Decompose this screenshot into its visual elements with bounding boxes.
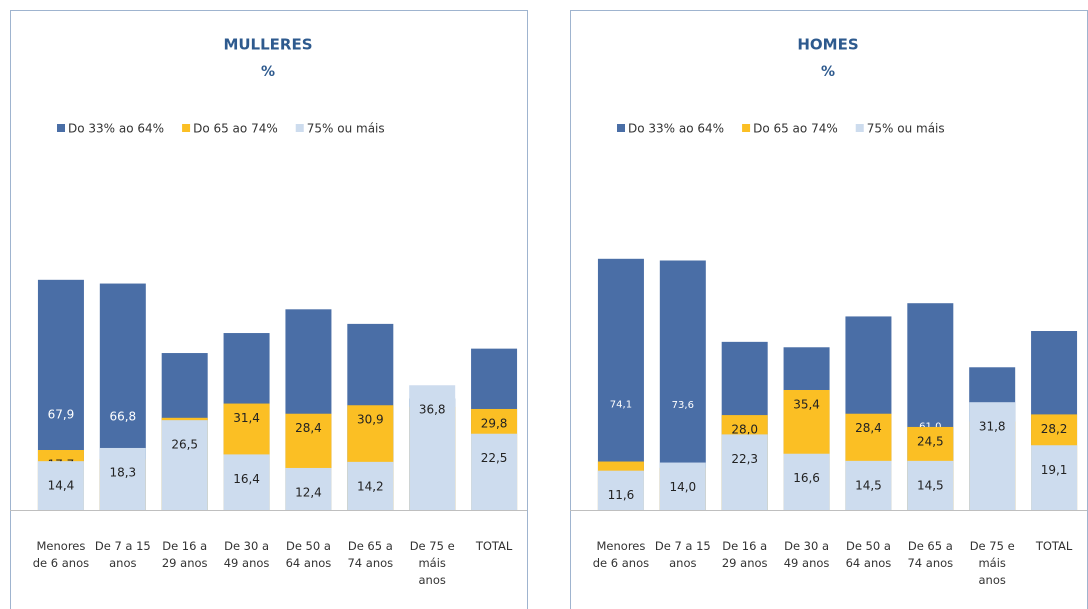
x-tick-label: De 7 a 15 anos	[94, 539, 151, 570]
chart-subtitle: %	[821, 64, 835, 80]
data-label: 14,2	[357, 479, 384, 493]
data-label: 28,2	[1041, 422, 1068, 436]
data-label: 18,3	[109, 465, 136, 479]
data-label: 73,6	[672, 400, 694, 411]
chart-title: MULLERES	[223, 36, 312, 54]
x-tick-label: De 75 e máis anos	[969, 539, 1015, 587]
legend-swatch	[855, 124, 864, 132]
x-tick-label: De 50 a 64 anos	[285, 539, 332, 570]
legend-swatch	[182, 124, 191, 132]
x-tick-label: De 50 a 64 anos	[845, 539, 892, 570]
x-tick-label: De 16 a 29 anos	[161, 539, 208, 570]
data-label: 19,1	[1041, 463, 1068, 477]
x-tick-label: De 75 e máis anos	[409, 539, 455, 587]
bar-segment	[409, 385, 456, 510]
bar-segment	[285, 467, 332, 510]
chart-frame	[10, 10, 528, 609]
data-label: 30,9	[357, 413, 384, 427]
data-label: 28,4	[855, 421, 882, 435]
x-tick-label: TOTAL	[475, 539, 513, 553]
legend-label: Do 33% ao 64%	[68, 122, 164, 136]
data-label: 31,4	[233, 411, 260, 425]
legend-label: Do 65 ao 74%	[753, 122, 838, 136]
x-tick-label: TOTAL	[1035, 539, 1073, 553]
legend-label: Do 65 ao 74%	[193, 122, 278, 136]
bar-segment	[597, 470, 644, 510]
bar-segment	[347, 461, 394, 510]
bar-segment	[783, 453, 830, 510]
data-label: 31,8	[979, 420, 1006, 434]
data-label: 16,4	[233, 472, 260, 486]
data-label: 28,0	[731, 423, 758, 437]
data-label: 74,1	[610, 399, 632, 410]
bar-segment	[99, 447, 146, 510]
x-tick-label: De 16 a 29 anos	[721, 539, 768, 570]
bar-segment	[721, 434, 768, 510]
data-label: 22,3	[731, 452, 758, 466]
data-label: 11,6	[608, 488, 635, 502]
data-label: 36,8	[419, 403, 446, 417]
data-label: 67,9	[48, 407, 75, 421]
legend-label: 75% ou máis	[307, 122, 385, 136]
bar-segment	[659, 462, 706, 510]
x-tick-label: Menores de 6 anos	[592, 539, 650, 570]
data-label: 66,8	[109, 409, 136, 423]
bar-segment	[907, 460, 954, 510]
data-label: 14,0	[669, 480, 696, 494]
chart-title: HOMES	[797, 36, 858, 54]
legend-swatch	[617, 124, 625, 132]
bar-segment	[37, 461, 84, 510]
data-label: 16,6	[793, 471, 820, 485]
x-tick-label: De 30 a 49 anos	[223, 539, 270, 570]
data-label: 24,5	[917, 434, 944, 448]
legend-label: Do 33% ao 64%	[628, 122, 724, 136]
x-tick-label: De 7 a 15 anos	[654, 539, 711, 570]
data-label: 14,4	[48, 479, 75, 493]
x-tick-label: De 65 a 74 anos	[347, 539, 394, 570]
data-label: 22,5	[481, 451, 508, 465]
bar-segment	[845, 460, 892, 510]
data-label: 29,8	[481, 416, 508, 430]
bar-segment	[471, 433, 518, 510]
data-label: 35,4	[793, 397, 820, 411]
bar-segment	[161, 420, 208, 510]
data-label: 28,4	[295, 421, 322, 435]
data-label: 26,5	[171, 438, 198, 452]
chart-frame	[570, 10, 1088, 609]
legend-label: 75% ou máis	[867, 122, 945, 136]
data-label: 14,5	[917, 478, 944, 492]
chart-subtitle: %	[261, 64, 275, 80]
x-tick-label: De 30 a 49 anos	[783, 539, 830, 570]
bar-segment	[969, 402, 1016, 510]
legend-swatch	[742, 124, 751, 132]
bar-segment	[1031, 445, 1078, 510]
bar-segment	[223, 454, 270, 510]
x-tick-label: Menores de 6 anos	[32, 539, 90, 570]
legend-swatch	[295, 124, 304, 132]
x-tick-label: De 65 a 74 anos	[907, 539, 954, 570]
data-label: 14,5	[855, 478, 882, 492]
data-label: 12,4	[295, 485, 322, 499]
legend-swatch	[57, 124, 65, 132]
